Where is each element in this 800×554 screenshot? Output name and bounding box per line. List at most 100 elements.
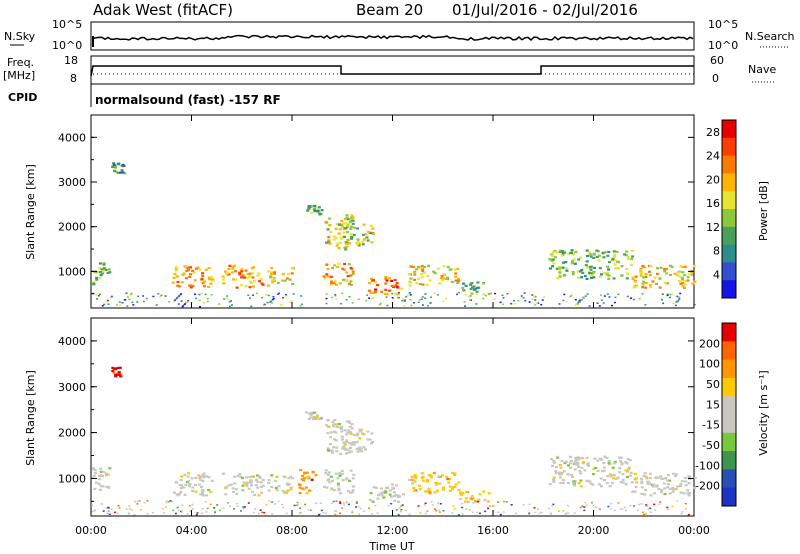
power-speckle xyxy=(576,303,579,305)
velocity-cell xyxy=(198,483,201,486)
power-cell xyxy=(560,250,564,253)
velocity-cell xyxy=(340,427,344,430)
power-cell xyxy=(464,284,468,287)
power-cell xyxy=(176,284,180,287)
velocity-cell xyxy=(655,476,658,479)
velocity-speckle xyxy=(438,509,441,512)
velocity-speckle xyxy=(259,509,262,511)
velocity-cell xyxy=(619,456,623,459)
power-speckle xyxy=(603,295,606,297)
velocity-speckle xyxy=(451,512,454,514)
power-cell xyxy=(469,283,473,286)
velocity-cell xyxy=(560,473,563,476)
velocity-speckle xyxy=(206,507,209,509)
velocity-cell xyxy=(611,482,614,485)
velocity-speckle xyxy=(497,501,500,503)
power-speckle xyxy=(368,297,371,299)
velocity-speckle xyxy=(594,506,597,508)
power-colorbar-swatch xyxy=(722,137,736,157)
velocity-speckle xyxy=(128,505,131,507)
power-cell xyxy=(249,281,253,284)
velocity-speckle xyxy=(540,511,543,514)
power-cell xyxy=(362,223,366,226)
power-cell xyxy=(432,270,436,273)
velocity-speckle xyxy=(650,511,652,513)
power-speckle xyxy=(403,305,406,307)
velocity-cell xyxy=(563,462,567,465)
velocity-cell xyxy=(568,462,572,465)
power-cell xyxy=(649,285,653,288)
nsky-left-label: N.Sky xyxy=(4,30,36,43)
power-cell xyxy=(681,271,685,274)
power-speckle xyxy=(493,298,496,300)
velocity-cell xyxy=(616,476,620,479)
power-cell xyxy=(577,276,581,279)
power-cell xyxy=(555,251,559,254)
velocity-cell xyxy=(674,474,678,477)
velocity-speckle xyxy=(214,510,217,513)
velocity-cell xyxy=(644,489,648,492)
power-cell xyxy=(329,283,333,286)
velocity-cell xyxy=(660,491,664,494)
power-speckle xyxy=(206,300,209,303)
velocity-speckle xyxy=(345,501,348,504)
power-cell xyxy=(555,267,559,270)
velocity-speckle xyxy=(233,508,236,510)
velocity-cell xyxy=(457,488,461,492)
velocity-speckle xyxy=(186,513,189,515)
power-cell xyxy=(595,255,599,258)
power-cell xyxy=(222,282,226,285)
nsky-right-tick-top: 10^5 xyxy=(708,18,738,31)
velocity-cell xyxy=(345,452,349,455)
velocity-cell xyxy=(649,494,653,497)
power-speckle xyxy=(502,303,505,305)
power-speckle xyxy=(107,303,110,305)
velocity-cell xyxy=(432,472,436,475)
power-cell xyxy=(177,285,181,288)
power-cell xyxy=(108,271,112,274)
velocity-cell xyxy=(483,498,487,501)
power-cell xyxy=(356,227,360,230)
power-speckle xyxy=(289,301,292,303)
velocity-cell xyxy=(335,446,339,449)
power-colorbar-tick-label: 12 xyxy=(706,221,720,234)
velocity-speckle xyxy=(177,509,180,512)
power-cell xyxy=(348,221,352,224)
velocity-cell xyxy=(693,476,697,480)
power-cell xyxy=(633,285,637,288)
power-cell xyxy=(644,286,648,289)
velocity-cell xyxy=(241,484,245,487)
velocity-speckle xyxy=(171,501,174,503)
power-cell xyxy=(454,275,458,278)
power-cell xyxy=(267,284,270,287)
velocity-cell xyxy=(256,486,260,489)
velocity-cell xyxy=(326,449,330,452)
power-speckle xyxy=(159,296,162,298)
power-colorbar-label: Power [dB] xyxy=(757,181,770,241)
power-speckle xyxy=(569,295,572,298)
power-cell xyxy=(457,279,461,282)
velocity-speckle xyxy=(613,509,616,512)
power-cell xyxy=(344,227,348,230)
velocity-speckle xyxy=(522,503,525,506)
velocity-cell xyxy=(371,500,375,503)
power-speckle xyxy=(514,303,517,305)
velocity-cell xyxy=(346,431,350,434)
power-cell xyxy=(174,266,178,269)
power-cell xyxy=(204,268,208,271)
velocity-cell xyxy=(418,484,421,487)
velocity-cell xyxy=(441,474,444,477)
power-cell xyxy=(439,276,443,280)
velocity-speckle xyxy=(398,507,401,509)
power-cell xyxy=(248,272,252,275)
velocity-colorbar-tick-label: -100 xyxy=(695,459,720,472)
velocity-cell xyxy=(309,412,313,415)
power-cell xyxy=(571,260,574,263)
velocity-speckle xyxy=(341,507,344,509)
power-speckle xyxy=(132,304,135,306)
power-speckle xyxy=(395,293,398,296)
velocity-cell xyxy=(453,485,457,488)
power-cell xyxy=(203,280,207,283)
velocity-cell xyxy=(428,490,432,493)
